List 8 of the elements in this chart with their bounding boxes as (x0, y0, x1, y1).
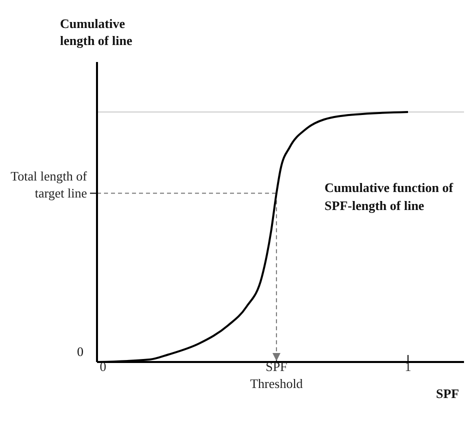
y-axis-title: Cumulative length of line (60, 16, 132, 48)
x-tick-label: 0 (100, 359, 106, 374)
ref-line-label: Total length of target line (10, 168, 88, 200)
annotation: Cumulative function of SPF-length of line (324, 180, 454, 213)
x-axis-title: SPF (436, 386, 460, 401)
annotation: 0 (77, 344, 84, 359)
x-tick-label: SPF Threshold (250, 359, 304, 391)
x-tick-label: 1 (404, 359, 412, 374)
